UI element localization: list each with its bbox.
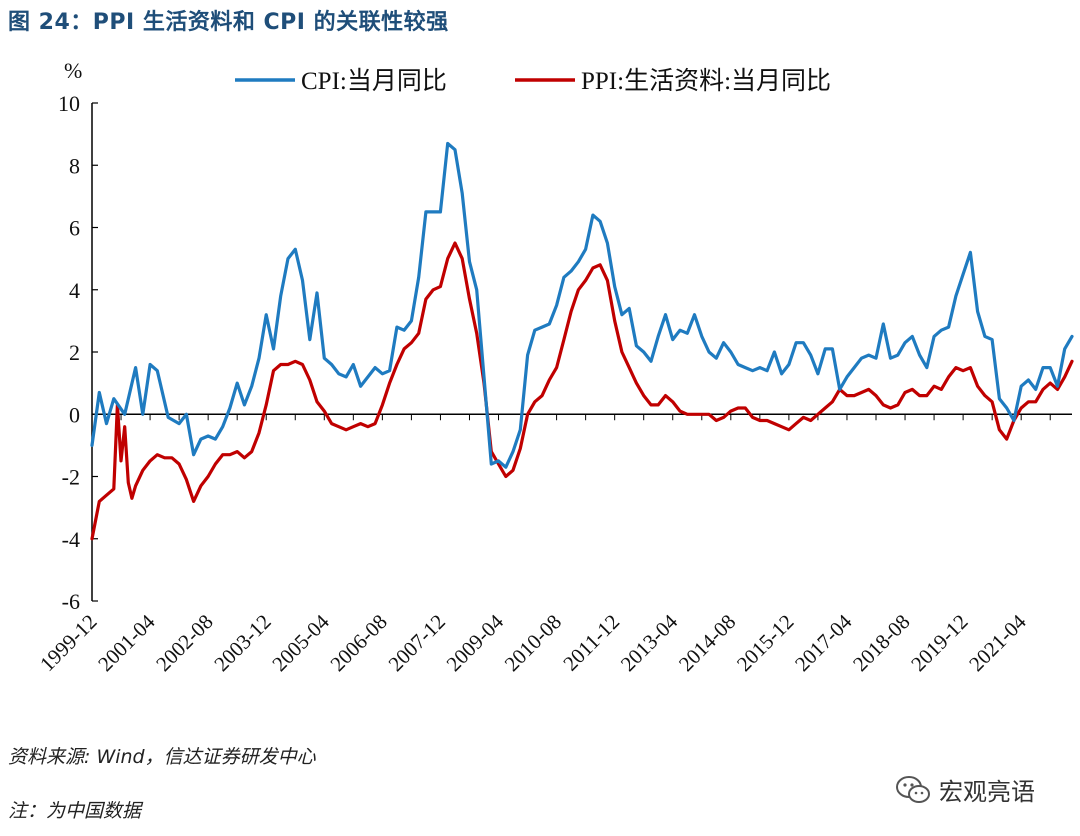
x-tick-label: 1999-12: [35, 610, 101, 676]
x-tick-label: 2013-04: [616, 609, 683, 676]
source-note: 资料来源: Wind，信达证券研发中心: [8, 746, 316, 768]
x-tick-label: 2015-12: [732, 610, 798, 676]
legend-label: PPI:生活资料:当月同比: [581, 67, 831, 95]
y-tick-label: 0: [69, 402, 80, 427]
x-tick-label: 2021-04: [964, 609, 1031, 676]
y-axis: 10 8 6 4 2 0 -2 -4 -6: [58, 91, 98, 614]
series-line: [90, 141, 1074, 469]
x-tick-label: 2010-08: [500, 610, 566, 676]
x-tick-label: 2001-04: [93, 609, 160, 676]
y-tick-label: -4: [62, 527, 80, 552]
x-tick-label: 2007-12: [384, 610, 450, 676]
x-tick-label: 2014-08: [674, 610, 740, 676]
y-tick-label: -2: [62, 465, 80, 490]
y-tick-label: 8: [69, 153, 80, 178]
watermark-text: 宏观亮语: [939, 778, 1035, 806]
data-note: 注：为中国数据: [8, 800, 142, 822]
y-unit-label: %: [64, 58, 82, 83]
x-tick-label: 2005-04: [267, 609, 334, 676]
figure-title: 图 24：PPI 生活资料和 CPI 的关联性较强: [8, 10, 449, 35]
wechat-icon: [896, 775, 930, 803]
y-tick-label: 4: [69, 278, 80, 303]
y-tick-label: 6: [69, 216, 80, 241]
x-tick-label: 2011-12: [558, 610, 624, 676]
y-tick-label: 2: [69, 340, 80, 365]
x-tick-label: 2017-04: [790, 609, 857, 676]
legend: CPI:当月同比 PPI:生活资料:当月同比: [235, 67, 831, 95]
x-tick-label: 2009-04: [442, 609, 509, 676]
series-line: [90, 241, 1074, 541]
x-tick-label: 2006-08: [325, 610, 391, 676]
legend-label: CPI:当月同比: [301, 67, 447, 95]
series-group: [90, 141, 1074, 541]
x-tick-label: 2019-12: [906, 610, 972, 676]
x-tick-label: 2003-12: [209, 610, 275, 676]
y-tick-label: 10: [58, 91, 80, 116]
watermark: 宏观亮语: [895, 772, 1035, 807]
x-tick-label: 2002-08: [151, 610, 217, 676]
x-tick-label: 2018-08: [848, 610, 914, 676]
x-axis: 1999-122001-042002-082003-122005-042006-…: [35, 413, 1072, 676]
line-chart: % CPI:当月同比 PPI:生活资料:当月同比 10 8 6 4 2 0 -2 -4 -6 19…: [35, 58, 1074, 676]
y-tick-label: -6: [62, 589, 80, 614]
